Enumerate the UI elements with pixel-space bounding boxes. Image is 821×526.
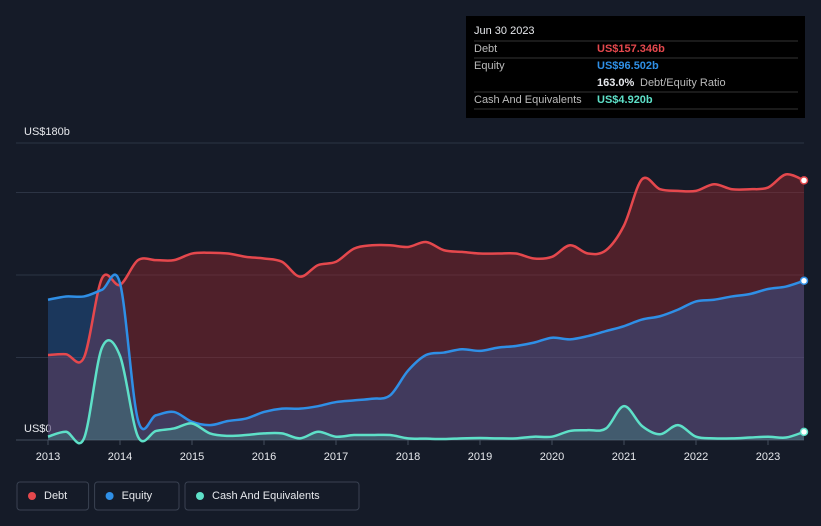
legend-swatch bbox=[196, 492, 204, 500]
tooltip-date: Jun 30 2023 bbox=[474, 25, 535, 37]
line bbox=[47, 172, 805, 364]
legend-item[interactable] bbox=[94, 481, 180, 511]
tooltip-value: US$157.346b bbox=[597, 43, 665, 55]
legend-swatch bbox=[105, 492, 114, 500]
legend: Debt Equity Cash And Equivalents bbox=[16, 481, 360, 511]
end-marker bbox=[799, 276, 809, 286]
tooltip-ratio-label: Debt/Equity Ratio bbox=[640, 77, 726, 89]
x-tick-label: 2015 bbox=[180, 451, 204, 463]
end-marker bbox=[799, 176, 809, 185]
legend-label: Debt bbox=[44, 490, 67, 502]
x-tick-label: 2013 bbox=[36, 451, 60, 463]
end-marker bbox=[799, 427, 809, 437]
x-tick-label: 2017 bbox=[324, 451, 348, 463]
x-tick-label: 2023 bbox=[756, 451, 780, 463]
x-tick-label: 2018 bbox=[396, 451, 420, 463]
line bbox=[47, 339, 805, 445]
tooltip: Jun 30 2023 Debt US$157.346b Equity US$9… bbox=[466, 16, 805, 118]
x-tick-label: 2019 bbox=[468, 451, 492, 463]
y-tick-label: US$180b bbox=[24, 126, 70, 138]
tooltip-value: US$96.502b bbox=[597, 60, 659, 72]
x-tick-label: 2014 bbox=[108, 451, 132, 463]
legend-label: Cash And Equivalents bbox=[212, 490, 320, 502]
legend-swatch bbox=[28, 492, 36, 500]
tooltip-box bbox=[466, 16, 805, 118]
x-tick-label: 2020 bbox=[540, 451, 564, 463]
line bbox=[47, 273, 805, 431]
x-tick-label: 2022 bbox=[684, 451, 708, 463]
plot: US$0 US$180b 2013 2014 2015 2016 2017 2018 2019 2… bbox=[16, 126, 809, 463]
tooltip-label: Equity bbox=[474, 60, 505, 72]
area bbox=[48, 274, 804, 440]
y-tick-label: US$0 bbox=[24, 423, 52, 435]
tooltip-label: Debt bbox=[474, 43, 497, 55]
x-tick-label: 2016 bbox=[252, 451, 276, 463]
legend-label: Equity bbox=[122, 490, 153, 502]
tooltip-label: Cash And Equivalents bbox=[474, 94, 582, 106]
legend-item[interactable] bbox=[16, 481, 90, 511]
legend-item[interactable] bbox=[184, 481, 360, 511]
tooltip-value: US$4.920b bbox=[597, 94, 653, 106]
x-tick-label: 2021 bbox=[612, 451, 636, 463]
tooltip-ratio: 163.0% bbox=[597, 77, 635, 89]
